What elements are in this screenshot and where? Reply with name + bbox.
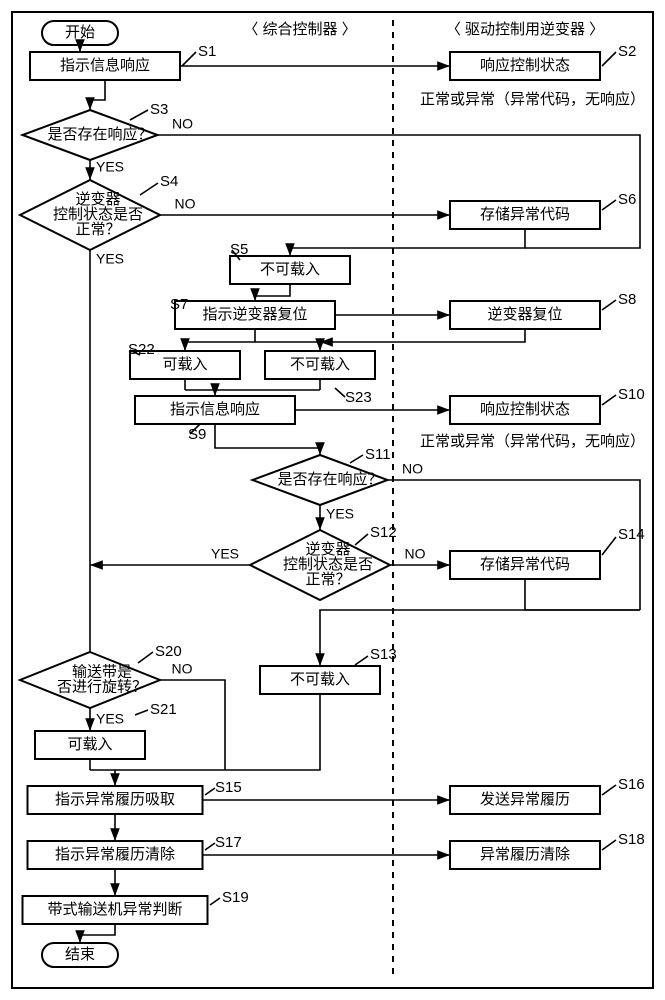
step-label: S7	[170, 296, 188, 313]
svg-text:逆变器复位: 逆变器复位	[487, 305, 562, 323]
svg-text:指示信息响应: 指示信息响应	[170, 400, 260, 418]
left-header: 〈 综合控制器 〉	[243, 21, 356, 38]
step-label: S10	[618, 386, 645, 403]
svg-text:正常？: 正常？	[305, 571, 350, 588]
svg-text:指示信息响应: 指示信息响应	[60, 56, 150, 74]
svg-text:NO: NO	[405, 546, 426, 562]
svg-text:是否存在响应？: 是否存在响应？	[47, 125, 152, 143]
svg-text:不可载入: 不可载入	[290, 671, 350, 688]
right-header: 〈 驱动控制用逆变器 〉	[446, 21, 604, 38]
step-label: S21	[150, 701, 177, 718]
svg-text:指示异常履历吸取: 指示异常履历吸取	[55, 791, 175, 808]
step-label: S12	[370, 524, 397, 541]
svg-text:异常履历清除: 异常履历清除	[480, 846, 570, 863]
svg-text:带式输送机异常判断: 带式输送机异常判断	[47, 901, 182, 918]
step-label: S16	[618, 776, 645, 793]
svg-text:响应控制状态: 响应控制状态	[480, 56, 570, 74]
svg-text:YES: YES	[96, 251, 124, 267]
svg-text:不可载入: 不可载入	[260, 261, 320, 278]
svg-text:YES: YES	[96, 711, 124, 727]
step-label: S18	[618, 831, 645, 848]
step-label: S1	[198, 43, 216, 60]
step-label: S9	[188, 426, 206, 443]
svg-text:正常或异常（异常代码，无响应）: 正常或异常（异常代码，无响应）	[420, 90, 645, 108]
svg-text:正常或异常（异常代码，无响应）: 正常或异常（异常代码，无响应）	[420, 432, 645, 450]
step-label: S11	[365, 446, 391, 463]
step-label: S13	[370, 646, 397, 663]
svg-text:指示异常履历清除: 指示异常履历清除	[55, 846, 175, 863]
svg-text:指示逆变器复位: 指示逆变器复位	[202, 305, 307, 323]
svg-text:响应控制状态: 响应控制状态	[480, 400, 570, 418]
step-label: S3	[150, 101, 168, 118]
step-label: S17	[215, 834, 242, 851]
svg-text:是否存在响应？: 是否存在响应？	[277, 470, 382, 488]
step-label: S8	[618, 291, 636, 308]
step-label: S5	[230, 241, 248, 258]
step-label: S6	[618, 191, 636, 208]
svg-text:结束: 结束	[65, 946, 95, 963]
step-label: S22	[128, 341, 155, 358]
svg-text:YES: YES	[211, 546, 239, 562]
step-label: S4	[160, 173, 178, 190]
svg-text:发送异常履历: 发送异常履历	[480, 791, 570, 808]
svg-text:NO: NO	[175, 196, 196, 212]
svg-text:可载入: 可载入	[67, 736, 112, 753]
step-label: S19	[222, 889, 249, 906]
step-label: S23	[345, 389, 372, 406]
svg-text:可载入: 可载入	[162, 356, 207, 373]
svg-text:存储异常代码: 存储异常代码	[480, 556, 570, 573]
step-label: S15	[215, 779, 242, 796]
step-label: S2	[618, 43, 636, 60]
svg-text:否进行旋转？: 否进行旋转？	[57, 678, 147, 695]
svg-text:NO: NO	[402, 461, 423, 477]
svg-text:YES: YES	[96, 159, 124, 175]
svg-text:NO: NO	[172, 116, 193, 132]
svg-text:存储异常代码: 存储异常代码	[480, 206, 570, 223]
svg-text:NO: NO	[172, 661, 193, 677]
svg-text:正常？: 正常？	[75, 221, 120, 238]
svg-text:开始: 开始	[65, 24, 95, 41]
step-label: S20	[155, 643, 182, 660]
svg-text:YES: YES	[326, 506, 354, 522]
svg-text:不可载入: 不可载入	[290, 356, 350, 373]
